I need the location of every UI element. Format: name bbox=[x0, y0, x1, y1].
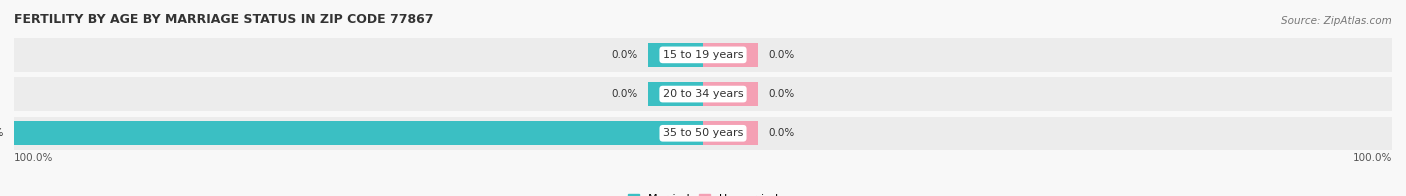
Text: 35 to 50 years: 35 to 50 years bbox=[662, 128, 744, 138]
Text: 20 to 34 years: 20 to 34 years bbox=[662, 89, 744, 99]
Text: 100.0%: 100.0% bbox=[1353, 153, 1392, 163]
Text: 0.0%: 0.0% bbox=[612, 89, 637, 99]
Bar bbox=[703, 82, 758, 106]
Text: FERTILITY BY AGE BY MARRIAGE STATUS IN ZIP CODE 77867: FERTILITY BY AGE BY MARRIAGE STATUS IN Z… bbox=[14, 13, 433, 26]
Text: 0.0%: 0.0% bbox=[612, 50, 637, 60]
Text: 0.0%: 0.0% bbox=[769, 128, 794, 138]
Text: 15 to 19 years: 15 to 19 years bbox=[662, 50, 744, 60]
Bar bbox=[14, 117, 1392, 150]
Bar bbox=[648, 121, 703, 145]
Text: 0.0%: 0.0% bbox=[769, 50, 794, 60]
Legend: Married, Unmarried: Married, Unmarried bbox=[623, 190, 783, 196]
Bar bbox=[703, 43, 758, 67]
Bar bbox=[703, 121, 758, 145]
Bar bbox=[648, 82, 703, 106]
Text: 100.0%: 100.0% bbox=[0, 128, 4, 138]
Bar bbox=[14, 121, 703, 145]
Text: 0.0%: 0.0% bbox=[769, 89, 794, 99]
Text: Source: ZipAtlas.com: Source: ZipAtlas.com bbox=[1281, 16, 1392, 26]
Bar bbox=[14, 38, 1392, 72]
Bar bbox=[648, 43, 703, 67]
Text: 100.0%: 100.0% bbox=[14, 153, 53, 163]
Bar bbox=[14, 77, 1392, 111]
